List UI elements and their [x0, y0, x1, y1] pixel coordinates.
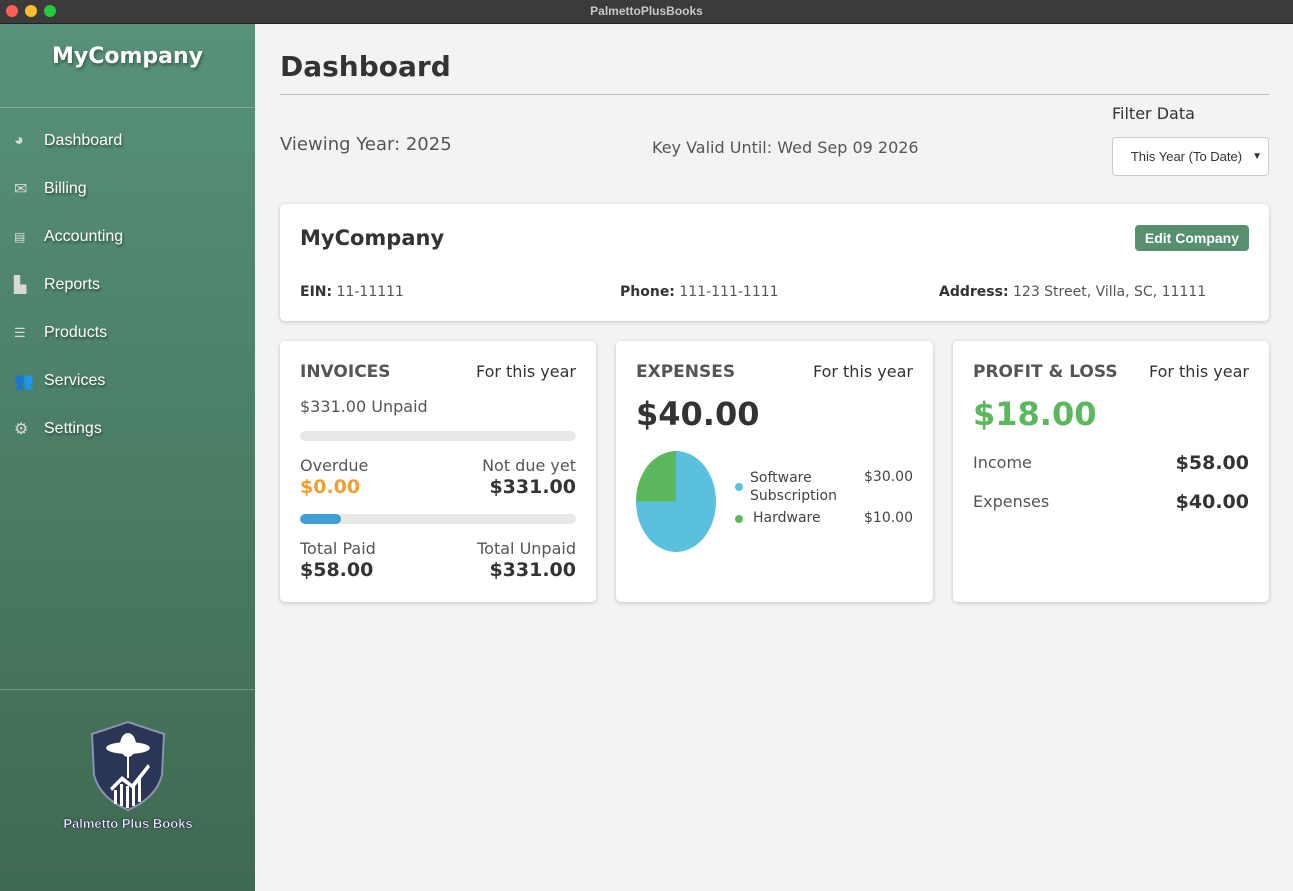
sidebar-item-reports[interactable]: ▙ Reports	[0, 265, 255, 305]
window-title: PalmettoPlusBooks	[590, 4, 703, 18]
total-paid-value: $58.00	[300, 559, 374, 581]
expenses-value: $40.00	[1175, 491, 1249, 513]
divider	[280, 94, 1269, 95]
shield-palm-logo-icon	[90, 720, 166, 812]
legend-swatch-software	[735, 483, 743, 491]
card-period: For this year	[1148, 362, 1249, 381]
address-field: Address: 123 Street, Villa, SC, 11111	[939, 284, 1207, 300]
overdue-value: $0.00	[300, 476, 361, 498]
page-title: Dashboard	[280, 50, 451, 83]
card-period: For this year	[475, 362, 576, 381]
bar-chart-icon: ▙	[14, 277, 27, 294]
sidebar-item-label: Reports	[44, 276, 101, 293]
legend-label-hardware: Hardware	[753, 510, 821, 526]
net-profit: $18.00	[973, 395, 1097, 433]
card-period: For this year	[812, 362, 913, 381]
close-window-button[interactable]	[6, 5, 18, 17]
sidebar-item-label: Services	[44, 372, 106, 389]
legend-swatch-hardware	[735, 515, 743, 523]
users-icon: 👥	[14, 373, 34, 390]
gear-icon: ⚙	[14, 421, 29, 438]
company-card: MyCompany Edit Company EIN: 11-11111 Pho…	[280, 204, 1269, 321]
unpaid-summary: $331.00 Unpaid	[300, 397, 428, 416]
sidebar-item-billing[interactable]: ✉ Billing	[0, 169, 255, 209]
calculator-icon: ▤	[14, 230, 26, 244]
total-unpaid-value: $331.00	[489, 559, 576, 581]
window-titlebar: PalmettoPlusBooks	[0, 0, 1293, 24]
card-title: EXPENSES	[636, 362, 736, 382]
ein-field: EIN: 11-11111	[300, 284, 404, 300]
expenses-total: $40.00	[636, 395, 760, 433]
overdue-label: Overdue	[300, 456, 369, 475]
sidebar-item-settings[interactable]: ⚙ Settings	[0, 409, 255, 449]
income-value: $58.00	[1175, 452, 1249, 474]
sidebar-company-name: MyCompany	[51, 44, 203, 69]
pie-slice-hardware	[636, 451, 676, 502]
filter-selected-value: This Year (To Date)	[1130, 149, 1243, 164]
filter-select[interactable]: This Year (To Date) ▼	[1112, 137, 1269, 176]
total-paid-label: Total Paid	[300, 539, 376, 558]
income-label: Income	[973, 453, 1032, 472]
zoom-window-button[interactable]	[44, 5, 56, 17]
paid-progress-fill	[300, 514, 342, 524]
pie-chart-icon: ◕	[14, 132, 24, 149]
paid-progress-bar	[300, 514, 576, 524]
total-unpaid-label: Total Unpaid	[477, 539, 576, 558]
profit-loss-card: PROFIT & LOSS For this year $18.00 Incom…	[953, 341, 1269, 602]
sidebar-item-products[interactable]: ☰ Products	[0, 313, 255, 353]
sidebar-item-label: Products	[44, 324, 108, 341]
divider	[0, 107, 255, 108]
edit-company-button[interactable]: Edit Company	[1134, 225, 1249, 251]
card-title: INVOICES	[300, 362, 391, 382]
chevron-down-icon: ▼	[1252, 151, 1262, 162]
filter-label: Filter Data	[1112, 104, 1195, 123]
not-due-label: Not due yet	[482, 456, 576, 475]
logo-text: Palmetto Plus Books	[63, 816, 193, 832]
divider	[0, 689, 255, 690]
sidebar-item-label: Billing	[44, 180, 87, 197]
expenses-card: EXPENSES For this year $40.00 Software S…	[616, 341, 933, 602]
legend-value-software: $30.00	[864, 469, 913, 485]
sidebar-item-label: Dashboard	[44, 132, 123, 149]
legend-label-software: Software Subscription	[750, 470, 837, 504]
legend-value-hardware: $10.00	[864, 510, 913, 526]
expenses-pie-chart	[636, 451, 716, 552]
company-name: MyCompany	[300, 226, 445, 250]
key-valid-until: Key Valid Until: Wed Sep 09 2026	[652, 138, 919, 157]
invoices-card: INVOICES For this year $331.00 Unpaid Ov…	[280, 341, 596, 602]
sidebar-item-label: Accounting	[44, 228, 124, 245]
phone-field: Phone: 111-111-1111	[620, 284, 779, 300]
viewing-year: Viewing Year: 2025	[280, 134, 452, 155]
envelope-icon: ✉	[14, 181, 28, 198]
unpaid-progress-bar	[300, 431, 576, 441]
not-due-value: $331.00	[489, 476, 576, 498]
minimize-window-button[interactable]	[25, 5, 37, 17]
sidebar-item-label: Settings	[44, 420, 102, 437]
sidebar-item-services[interactable]: 👥 Services	[0, 361, 255, 401]
palmetto-logo: Palmetto Plus Books	[48, 720, 208, 831]
sidebar-item-accounting[interactable]: ▤ Accounting	[0, 217, 255, 257]
document-icon: ☰	[14, 325, 26, 340]
card-title: PROFIT & LOSS	[973, 362, 1118, 382]
sidebar-item-dashboard[interactable]: ◕ Dashboard	[0, 121, 255, 161]
expenses-label: Expenses	[973, 492, 1050, 511]
